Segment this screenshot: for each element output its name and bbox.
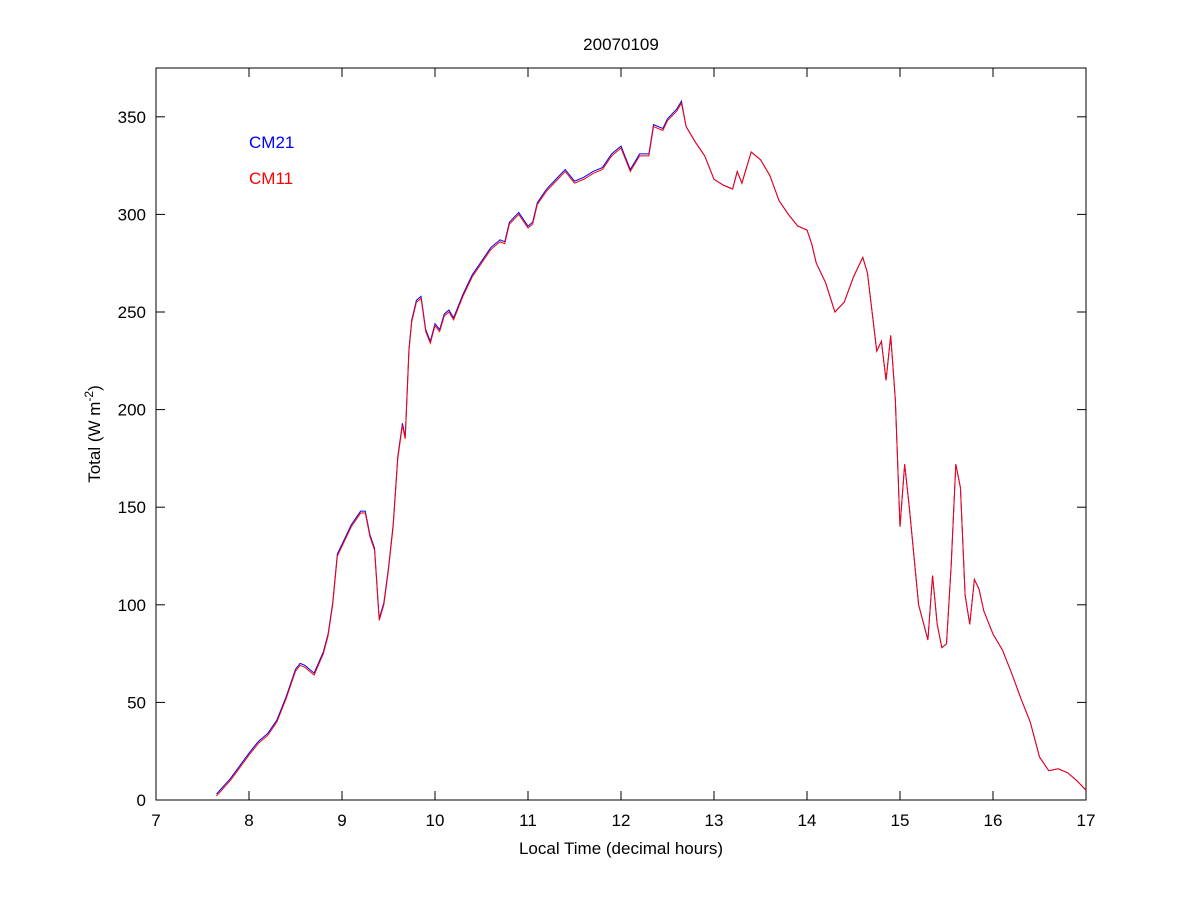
x-tick-label: 7 [151, 811, 160, 830]
x-axis-label: Local Time (decimal hours) [519, 839, 723, 858]
y-tick-label: 50 [127, 693, 146, 712]
y-tick-label: 350 [118, 108, 146, 127]
x-tick-label: 17 [1077, 811, 1096, 830]
data-line [216, 101, 1087, 797]
x-tick-label: 14 [798, 811, 817, 830]
x-tick-label: 8 [244, 811, 253, 830]
y-tick-label: 150 [118, 498, 146, 517]
legend-entry: CM21 [249, 133, 294, 152]
y-label-text: ) [85, 385, 104, 391]
y-tick-label: 100 [118, 596, 146, 615]
y-tick-label: 300 [118, 205, 146, 224]
x-tick-label: 16 [984, 811, 1003, 830]
y-label-text: Total (W m [85, 402, 104, 483]
y-axis-label: Total (W m-2) [82, 385, 104, 483]
y-label-superscript: -2 [82, 391, 96, 402]
x-tick-label: 11 [519, 811, 537, 830]
x-tick-label: 12 [612, 811, 631, 830]
x-tick-label: 15 [891, 811, 910, 830]
x-tick-label: 13 [705, 811, 724, 830]
chart-title: 20070109 [583, 35, 659, 54]
x-tick-label: 10 [426, 811, 445, 830]
legend-entry: CM11 [249, 169, 293, 188]
y-tick-label: 200 [118, 401, 146, 420]
x-tick-label: 9 [337, 811, 346, 830]
y-tick-label: 0 [137, 791, 146, 810]
y-tick-label: 250 [118, 303, 146, 322]
